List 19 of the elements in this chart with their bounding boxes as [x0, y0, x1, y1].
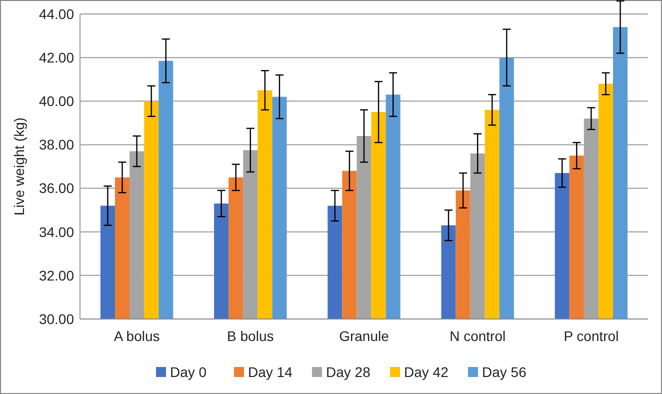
legend-label: Day 56 [482, 364, 527, 380]
y-tick-label: 36.00 [38, 180, 74, 196]
y-tick-label: 42.00 [38, 49, 74, 66]
y-tick-label: 40.00 [38, 93, 74, 110]
legend-label: Day 28 [326, 364, 371, 380]
legend-label: Day 14 [248, 364, 293, 380]
x-tick-label: P control [564, 328, 619, 344]
y-tick-label: 44.00 [38, 6, 74, 22]
y-tick-label: 32.00 [38, 267, 74, 284]
y-tick-label: 30.00 [38, 310, 74, 327]
y-axis-title: Live weight (kg) [11, 117, 27, 216]
y-tick-label: 38.00 [38, 136, 74, 153]
x-tick-label: N control [450, 328, 506, 344]
legend-label: Day 42 [404, 364, 449, 380]
x-tick-label: B bolus [227, 328, 274, 344]
legend-label: Day 0 [170, 364, 207, 380]
x-tick-label: A bolus [114, 328, 160, 344]
y-tick-label: 34.00 [38, 224, 74, 240]
x-tick-label: Granule [339, 328, 390, 344]
